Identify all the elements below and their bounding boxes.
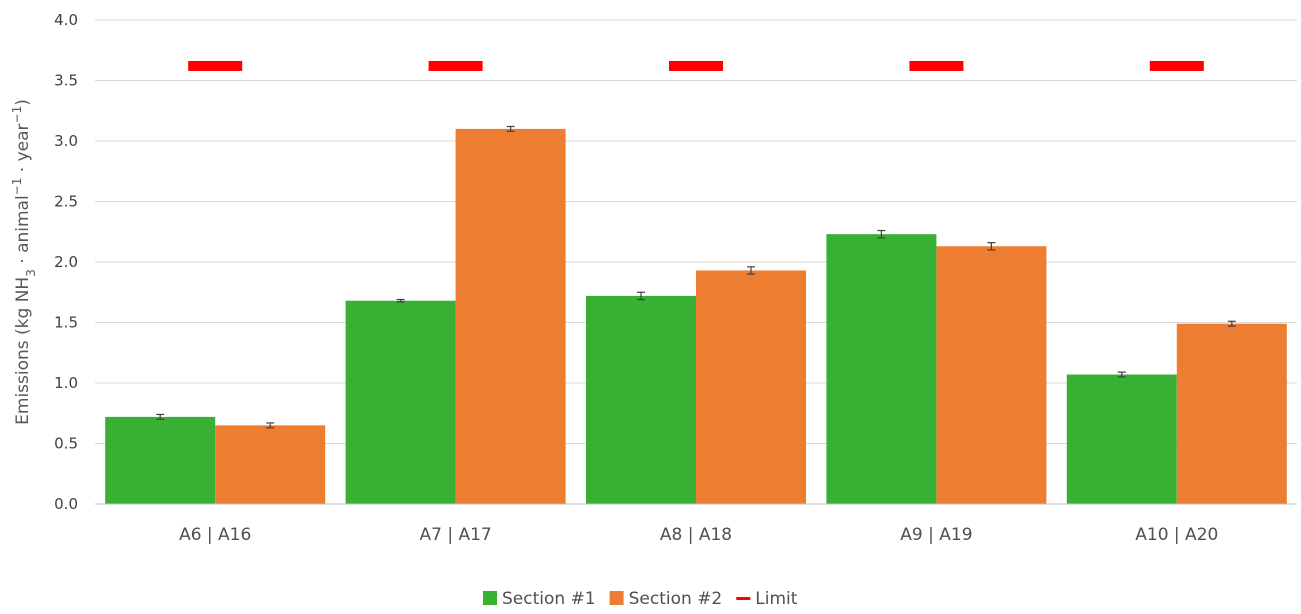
bar [345, 300, 456, 504]
y-axis-ticks: 0.0 0.5 1.0 1.5 2.0 2.5 3.0 3.5 4.0 [54, 11, 78, 513]
y-axis-title: Emissions (kg NH3 · animal−1 · year−1) [10, 99, 38, 425]
y-axis-title-part: · year [13, 123, 33, 177]
bar [105, 416, 216, 504]
y-tick-label: 1.5 [54, 314, 78, 332]
bar [455, 128, 566, 504]
legend-label: Section #2 [629, 589, 723, 609]
y-axis-title-part: −1 [10, 178, 24, 196]
x-category-label: A7 | A17 [419, 525, 491, 545]
x-category-label: A6 | A16 [179, 525, 251, 545]
y-axis-title-part: ) [13, 99, 33, 106]
legend-swatch [736, 597, 751, 600]
y-tick-label: 0.5 [54, 435, 78, 453]
x-axis-categories: A6 | A16 A7 | A17 A8 | A18 A9 | A19 A10 | A2… [179, 525, 1218, 545]
y-axis-title-part: Emissions (kg NH [13, 277, 33, 425]
legend-swatch [483, 591, 497, 605]
limit-marker [188, 60, 243, 71]
y-tick-label: 2.5 [54, 193, 78, 211]
bar [936, 246, 1047, 504]
legend-label: Limit [755, 589, 797, 609]
y-tick-label: 0.0 [54, 495, 78, 513]
bars [105, 128, 1287, 505]
limit-marker [909, 60, 964, 71]
legend-label: Section #1 [502, 589, 596, 609]
x-category-label: A9 | A19 [900, 525, 972, 545]
y-tick-label: 3.5 [54, 72, 78, 90]
limit-marker [669, 60, 723, 71]
x-category-label: A10 | A20 [1135, 525, 1218, 545]
y-tick-label: 4.0 [54, 11, 78, 29]
y-tick-label: 3.0 [54, 132, 78, 150]
error-bars [156, 125, 1236, 429]
y-axis-title-part: · animal [13, 195, 33, 269]
bar [696, 270, 806, 504]
bar [1066, 374, 1177, 504]
bar [586, 295, 696, 504]
bar [1176, 323, 1287, 504]
legend-swatch [609, 591, 624, 605]
y-tick-label: 2.0 [54, 253, 78, 271]
y-tick-label: 1.0 [54, 374, 78, 392]
limit-marker [1149, 60, 1204, 71]
y-axis-title-part: 3 [24, 269, 38, 277]
x-category-label: A8 | A18 [660, 525, 732, 545]
bar [826, 234, 937, 505]
limit-marker [428, 60, 483, 71]
bar [215, 425, 326, 504]
y-axis-title-part: −1 [10, 106, 24, 124]
limit-markers [188, 60, 1204, 71]
legend: Section #1 Section #2 Limit [483, 589, 798, 609]
